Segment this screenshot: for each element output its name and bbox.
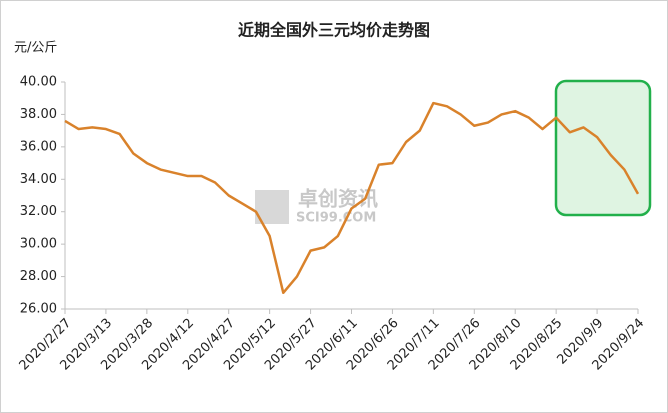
y-tick-label: 38.00 xyxy=(20,107,57,122)
y-tick-label: 26.00 xyxy=(20,302,57,317)
y-tick-label: 34.00 xyxy=(20,172,57,187)
chart-title: 近期全国外三元均价走势图 xyxy=(238,21,430,40)
y-tick-label: 32.00 xyxy=(20,204,57,219)
y-tick-label: 40.00 xyxy=(20,75,57,90)
watermark-url: SCI99.COM xyxy=(296,211,376,226)
y-tick-label: 36.00 xyxy=(20,139,57,154)
y-tick-label: 28.00 xyxy=(20,269,57,284)
y-axis-label: 元/公斤 xyxy=(14,41,57,56)
price-line xyxy=(64,101,640,295)
y-tick-label: 30.00 xyxy=(20,237,57,252)
highlight-box xyxy=(554,79,652,217)
